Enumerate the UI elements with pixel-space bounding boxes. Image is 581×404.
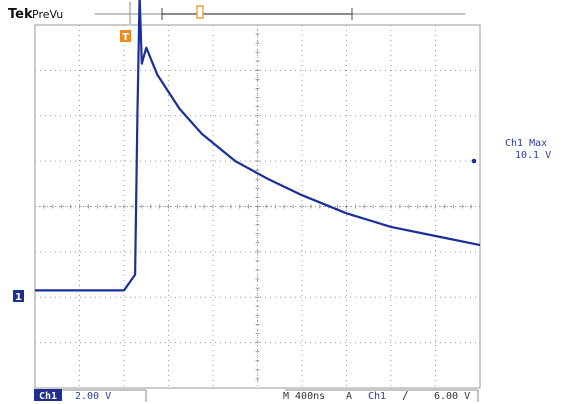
trigger-source: Ch1 (368, 391, 386, 402)
level-dot (471, 158, 477, 164)
volts-per-div: 2.00 V (75, 391, 111, 402)
ch1-trace (35, 0, 481, 292)
ch1-badge[interactable] (34, 389, 62, 401)
measurement-label: Ch1 Max (505, 138, 547, 149)
mode-label: PreVu (32, 8, 63, 21)
trigger-level: 6.00 V (434, 391, 470, 402)
ch1-ground-marker[interactable]: 1 (13, 290, 24, 303)
ch1-badge-label: Ch1 (39, 391, 57, 402)
trigger-position-label: T (122, 32, 129, 43)
trigger-mode: A (346, 391, 352, 402)
measurement-value: 10.1 V (515, 150, 551, 161)
timebase: M 400ns (283, 391, 325, 402)
brand-label: Tek (8, 7, 33, 22)
trigger-position-marker[interactable]: T (120, 30, 131, 43)
trigger-slope-icon: ∕ (402, 389, 409, 402)
ch1-ground-label: 1 (15, 292, 22, 303)
graticule-frame (34, 24, 481, 389)
record-trigger-marker (196, 5, 204, 19)
graticule (34, 24, 481, 389)
status-bar: Ch1 2.00 V M 400ns A Ch1 ∕ 6.00 V (34, 389, 479, 402)
record-view-bar (95, 2, 465, 24)
